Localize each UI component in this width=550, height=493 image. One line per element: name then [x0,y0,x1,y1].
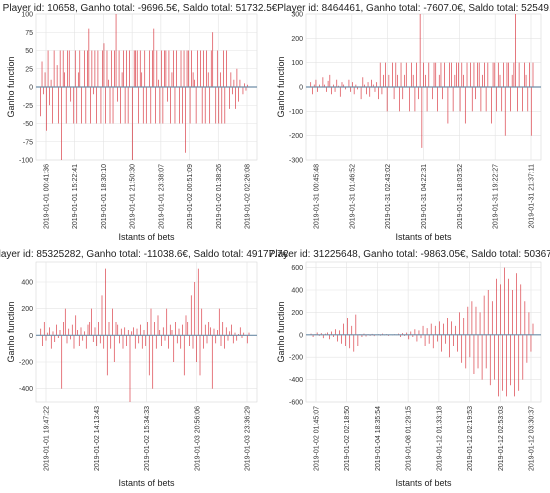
x-axis-label: Istants of bets [118,232,175,242]
y-tick-label: -200 [19,360,33,367]
y-tick-label: 100 [21,12,33,19]
y-axis-label: Ganho function [276,301,286,362]
x-tick-label: 2019-01-01 18:30:10 [101,164,108,229]
y-tick-label: 100 [291,60,303,67]
y-tick-label: -200 [289,355,303,362]
y-tick-label: 25 [25,66,33,73]
x-tick-label: 2019-01-31 02:43:02 [385,164,392,229]
x-tick-label: 2019-01-31 00:45:48 [314,164,321,229]
y-axis-label: Ganho function [276,56,286,117]
bar-series [310,14,534,148]
x-tick-label: 2019-01-04 18:35:54 [375,406,382,471]
x-tick-label: 2019-01-31 18:03:52 [457,164,464,229]
chart-title: Player id: 8464461, Ganho total: -7607.0… [277,3,550,14]
x-tick-label: 2019-01-03 23:36:29 [245,406,252,471]
y-tick-label: 200 [291,36,303,43]
x-tick-label: 2019-01-12 01:33:18 [436,406,443,471]
x-tick-label: 2019-01-02 00:51:09 [187,164,194,229]
x-tick-label: 2019-01-02 15:34:33 [144,406,151,471]
x-axis-label: Istants of bets [118,478,175,488]
x-tick-label: 2019-01-01 23:38:07 [158,164,165,229]
x-tick-label: 2019-01-12 03:30:37 [529,406,536,471]
x-tick-label: 2019-01-31 01:46:52 [349,164,356,229]
x-tick-label: 2019-01-01 15:22:41 [72,164,79,229]
y-tick-label: -200 [289,133,303,140]
x-tick-label: 2019-01-03 20:56:06 [194,406,201,471]
y-axis-label: Ganho function [6,56,16,117]
x-tick-label: 2019-01-01 19:47:22 [44,406,51,471]
y-tick-label: -50 [23,121,33,128]
y-tick-label: 50 [25,48,33,55]
y-tick-label: 0 [299,85,303,92]
chart-panel-3: -400 -200 0 200 400 2019-01-01 19:47:22 2019-0… [0,249,289,488]
y-tick-label: 400 [291,288,303,295]
y-tick-label: -75 [23,139,33,146]
y-tick-label: -600 [289,400,303,407]
chart-title: Player id: 31225648, Ganho total: -9863.… [269,249,550,260]
x-tick-label: 2019-01-01 21:50:30 [130,164,137,229]
y-tick-label: -100 [19,158,33,165]
x-tick-label: 2019-01-31 04:22:31 [421,164,428,229]
x-tick-label: 2019-01-01 00:41:36 [44,164,51,229]
chart-title: Player id: 85325282, Ganho total: -11038… [0,249,289,260]
chart-title: Player id: 10658, Ganho total: -9696.5€,… [3,3,278,14]
y-tick-label: -400 [19,386,33,393]
chart-panel-2: -300 -200 -100 0 100 200 300 2019-01-31 00:45:4… [276,3,550,242]
x-tick-label: 2019-01-12 02:19:53 [467,406,474,471]
chart-panel-4: -600 -400 -200 0 200 400 600 2019-01-02 01:45:0… [269,249,550,488]
y-tick-label: -300 [289,158,303,165]
y-tick-label: 0 [299,332,303,339]
y-tick-label: -25 [23,103,33,110]
x-tick-label: 2019-01-02 02:18:50 [344,406,351,471]
x-tick-label: 2019-01-02 01:38:26 [216,164,223,229]
x-tick-label: 2019-01-31 19:22:27 [493,164,500,229]
plot-area [305,261,542,403]
x-tick-label: 2019-01-02 02:26:08 [245,164,252,229]
y-tick-label: 200 [291,310,303,317]
y-tick-label: 75 [25,30,33,37]
y-tick-label: 0 [29,85,33,92]
y-tick-label: 300 [291,12,303,19]
y-tick-label: -400 [289,377,303,384]
x-tick-label: 2019-01-02 14:13:43 [94,406,101,471]
x-tick-label: 2019-01-02 01:45:07 [314,406,321,471]
y-tick-label: 200 [21,306,33,313]
x-tick-label: 2019-01-12 02:53:03 [498,406,505,471]
y-tick-label: 400 [21,280,33,287]
y-tick-label: 0 [29,333,33,340]
x-tick-label: 2019-01-08 01:29:15 [406,406,413,471]
y-tick-label: 600 [291,265,303,272]
bar-series [310,267,534,397]
x-tick-label: 2019-01-31 21:37:11 [529,164,536,229]
x-axis-label: Istants of bets [395,232,452,242]
y-axis-label: Ganho function [6,301,16,362]
chart-panel-1: -100 -75 -50 -25 0 25 50 75 100 2019-01-01 00:41:… [3,3,278,242]
y-tick-label: -100 [289,109,303,116]
bar-series [40,14,248,160]
x-axis-label: Istants of bets [395,478,452,488]
